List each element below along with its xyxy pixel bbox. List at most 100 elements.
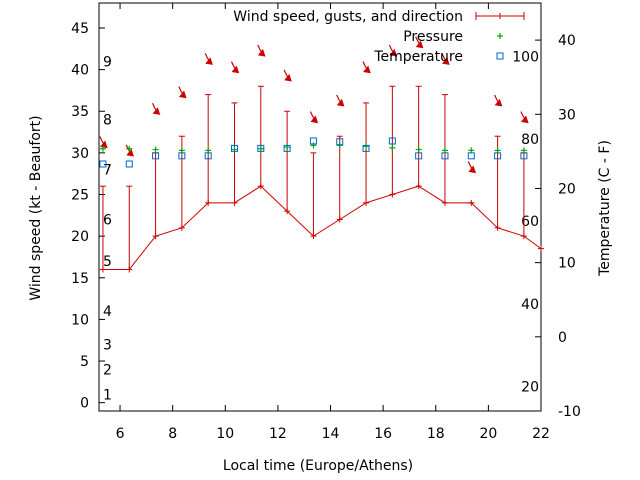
fahrenheit-label: 80 (521, 132, 539, 148)
beaufort-label: 3 (103, 337, 112, 353)
x-axis-label: Local time (Europe/Athens) (223, 458, 413, 474)
temperature-point (467, 152, 475, 160)
y-tick-label: 0 (80, 396, 89, 412)
beaufort-label: 5 (103, 254, 112, 270)
fahrenheit-label: 100 (512, 49, 539, 65)
pressure-point (363, 143, 370, 150)
direction-arrow-head (100, 140, 108, 149)
fahrenheit-label: 20 (521, 380, 539, 396)
y-tick-label: 35 (71, 104, 89, 120)
pressure-point (310, 142, 317, 149)
direction-arrow-head (520, 115, 529, 124)
y2-tick-label: 0 (558, 330, 567, 346)
wind-speed-point (205, 199, 212, 206)
direction-arrow-head (415, 40, 424, 49)
x-tick-label: 22 (532, 426, 550, 442)
beaufort-label: 2 (103, 362, 112, 378)
ticks-group: 6 8 10 12 14 16 18 20 22051015202530354045-10010… (71, 3, 581, 442)
temperature-point (415, 152, 423, 160)
wind-speed-point (441, 199, 448, 206)
wind-speed-point (415, 183, 422, 190)
pressure-point (415, 146, 422, 153)
y-tick-label: 10 (71, 312, 89, 328)
plot-frame (98, 2, 542, 412)
legend-label-temperature: Temperature (373, 49, 463, 65)
temperature-point (309, 137, 317, 145)
wind-speed-point (126, 266, 133, 273)
direction-arrow-head (284, 73, 292, 82)
wind-speed-point (494, 224, 501, 231)
wind-speed-point (520, 233, 527, 240)
y-tick-label: 25 (71, 188, 89, 204)
temperature-point (283, 144, 291, 152)
x-tick-label: 20 (479, 426, 497, 442)
direction-arrow-head (231, 65, 240, 74)
y-tick-label: 5 (80, 354, 89, 370)
wind-speed-point (99, 266, 106, 273)
y-tick-label: 15 (71, 271, 89, 287)
wind-speed-point (284, 208, 291, 215)
temperature-point (362, 144, 370, 152)
legend-label-pressure: Pressure (403, 29, 463, 45)
direction-arrow-head (442, 57, 450, 65)
wind-speed-point (538, 245, 544, 252)
wind-speed-point (468, 199, 475, 206)
y-axis-label: Wind speed (kt - Beaufort) (28, 115, 44, 300)
direction-arrow-head (363, 65, 371, 74)
wind-speed-point (336, 216, 343, 223)
pressure-point (126, 145, 133, 152)
legend-swatch-temperature (496, 52, 504, 60)
beaufort-label: 1 (103, 387, 112, 403)
beaufort-label: 4 (103, 304, 112, 320)
x-tick-label: 8 (168, 426, 177, 442)
temperature-point (520, 152, 528, 160)
wind-speed-point (389, 191, 396, 198)
pressure-point (99, 145, 106, 152)
beaufort-label: 7 (103, 163, 112, 179)
pressure-point (389, 144, 396, 151)
wind-speed-point (363, 199, 370, 206)
series-group (99, 36, 544, 273)
beaufort-label: 9 (103, 54, 112, 70)
y2-tick-label: -10 (558, 404, 581, 420)
beaufort-label: 6 (103, 212, 112, 228)
temperature-point (230, 144, 238, 152)
plot-frame-group (98, 2, 542, 412)
direction-arrow-head (389, 48, 398, 57)
y2-tick-label: 10 (558, 256, 576, 272)
fahrenheit-label: 40 (521, 297, 539, 313)
beaufort-label: 8 (103, 113, 112, 129)
x-tick-label: 6 (116, 426, 125, 442)
wind-speed-point (231, 199, 238, 206)
pressure-point (152, 146, 159, 153)
direction-arrow-head (468, 165, 477, 174)
y2-tick-label: 30 (558, 107, 576, 123)
legend-swatch-wind-point (497, 13, 503, 19)
wind-speed-line (102, 185, 542, 270)
temperature-point (494, 152, 502, 160)
pressure-point (257, 145, 264, 152)
temperature-point (125, 160, 133, 168)
y-tick-label: 45 (71, 21, 89, 37)
pressure-point (336, 142, 343, 149)
x-tick-label: 18 (427, 426, 445, 442)
direction-arrow-head (494, 98, 503, 107)
direction-arrow-head (152, 107, 161, 115)
fahrenheit-label: 60 (521, 214, 539, 230)
temperature-point (178, 152, 186, 160)
direction-arrow-head (205, 57, 213, 65)
direction-arrow-head (336, 98, 345, 107)
temperature-point (336, 138, 344, 146)
direction-arrow-head (310, 115, 319, 124)
wind-speed-point (178, 224, 185, 231)
direction-arrow-head (126, 148, 134, 157)
y2-tick-label: 40 (558, 33, 576, 49)
x-tick-label: 14 (322, 426, 340, 442)
temperature-point (99, 160, 107, 168)
y2-tick-label: 20 (558, 181, 576, 197)
x-tick-label: 16 (374, 426, 392, 442)
temperature-point (388, 137, 396, 145)
legend: Wind speed, gusts, and direction Pressure… (233, 9, 525, 65)
